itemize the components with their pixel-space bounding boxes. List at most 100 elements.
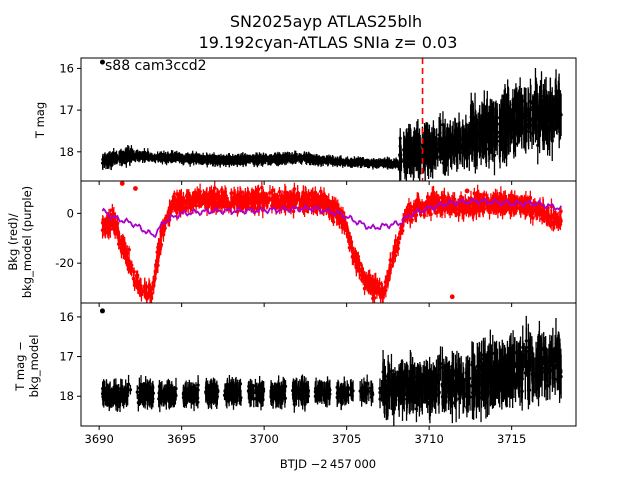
- bkg-point: [429, 212, 433, 217]
- data-point: [113, 156, 118, 160]
- chart-title-line1: SN2025ayp ATLAS25blh: [230, 12, 422, 31]
- data-point: [101, 161, 105, 165]
- data-point: [511, 102, 515, 107]
- data-point: [485, 113, 489, 117]
- bkg-point: [145, 297, 149, 301]
- data-point: [161, 155, 166, 159]
- data-point: [227, 154, 231, 159]
- data-point: [550, 118, 554, 122]
- data-point: [527, 121, 531, 126]
- data-point: [158, 155, 162, 160]
- data-point: [458, 150, 462, 155]
- data-point: [329, 158, 333, 162]
- data-point: [455, 140, 459, 145]
- data-point: [554, 96, 559, 101]
- data-point: [481, 130, 485, 135]
- data-point: [267, 157, 271, 161]
- data-point: [261, 155, 266, 159]
- bkg-point: [482, 193, 487, 197]
- plot-area: [100, 181, 563, 303]
- bkg-point: [376, 286, 381, 291]
- data-point: [284, 153, 289, 157]
- data-point: [252, 160, 256, 165]
- data-point: [538, 104, 542, 108]
- data-point: [547, 118, 551, 122]
- data-point: [194, 158, 198, 162]
- data-point: [192, 159, 196, 163]
- data-point: [441, 123, 445, 127]
- data-point: [506, 114, 511, 118]
- data-point: [447, 140, 451, 145]
- data-point: [410, 162, 414, 166]
- data-point: [475, 144, 479, 148]
- data-point: [205, 156, 209, 160]
- data-point: [274, 155, 278, 159]
- bkg-point: [559, 209, 563, 214]
- data-point: [517, 118, 521, 122]
- data-point: [175, 155, 179, 159]
- data-point: [180, 158, 184, 163]
- data-point: [154, 156, 158, 160]
- data-point: [436, 155, 440, 159]
- y-tick-label: 18: [59, 145, 74, 159]
- data-point: [377, 162, 381, 166]
- data-point: [548, 94, 553, 98]
- data-point: [471, 126, 475, 130]
- data-point: [423, 150, 427, 155]
- data-point: [142, 154, 146, 159]
- data-point: [386, 164, 390, 169]
- data-point: [464, 138, 468, 142]
- bkg-point: [477, 206, 481, 211]
- data-point: [361, 157, 365, 161]
- data-point: [212, 156, 217, 160]
- data-point: [121, 154, 126, 158]
- data-point: [373, 162, 378, 166]
- data-point: [382, 161, 387, 165]
- data-point: [457, 125, 461, 129]
- data-point: [345, 158, 350, 162]
- data-point: [243, 158, 247, 163]
- data-point: [491, 125, 495, 130]
- data-point: [179, 154, 184, 158]
- data-point: [208, 156, 213, 160]
- bkg-point: [546, 218, 550, 223]
- data-point: [519, 109, 524, 113]
- data-point: [531, 118, 535, 122]
- data-point: [357, 160, 361, 164]
- bkg-point: [260, 185, 264, 190]
- data-point: [135, 152, 140, 156]
- data-point: [512, 126, 516, 130]
- flux-points-segment-3: [312, 153, 401, 171]
- data-point: [155, 153, 160, 158]
- data-point: [235, 161, 239, 165]
- data-point: [194, 153, 198, 157]
- data-point: [408, 155, 412, 160]
- data-point: [364, 160, 368, 165]
- data-point: [386, 161, 390, 165]
- data-point: [138, 155, 142, 159]
- data-point: [398, 164, 402, 168]
- data-point: [288, 157, 292, 161]
- data-point: [337, 161, 341, 165]
- bkg-point: [139, 284, 143, 288]
- data-point: [222, 159, 227, 163]
- data-point: [487, 138, 491, 142]
- data-point: [500, 116, 504, 120]
- data-point: [478, 135, 482, 140]
- data-point: [331, 158, 335, 162]
- data-point: [493, 128, 497, 132]
- data-point: [150, 156, 154, 160]
- data-point: [429, 152, 433, 156]
- data-point: [460, 142, 465, 147]
- data-point: [416, 158, 421, 162]
- data-point: [335, 159, 339, 163]
- data-point: [110, 157, 114, 161]
- flux-points-segment-2: [221, 150, 316, 168]
- flux-points-segment-5: [469, 67, 563, 176]
- data-point: [510, 124, 514, 128]
- data-point: [424, 145, 429, 149]
- data-point: [276, 162, 280, 166]
- data-point: [554, 118, 559, 122]
